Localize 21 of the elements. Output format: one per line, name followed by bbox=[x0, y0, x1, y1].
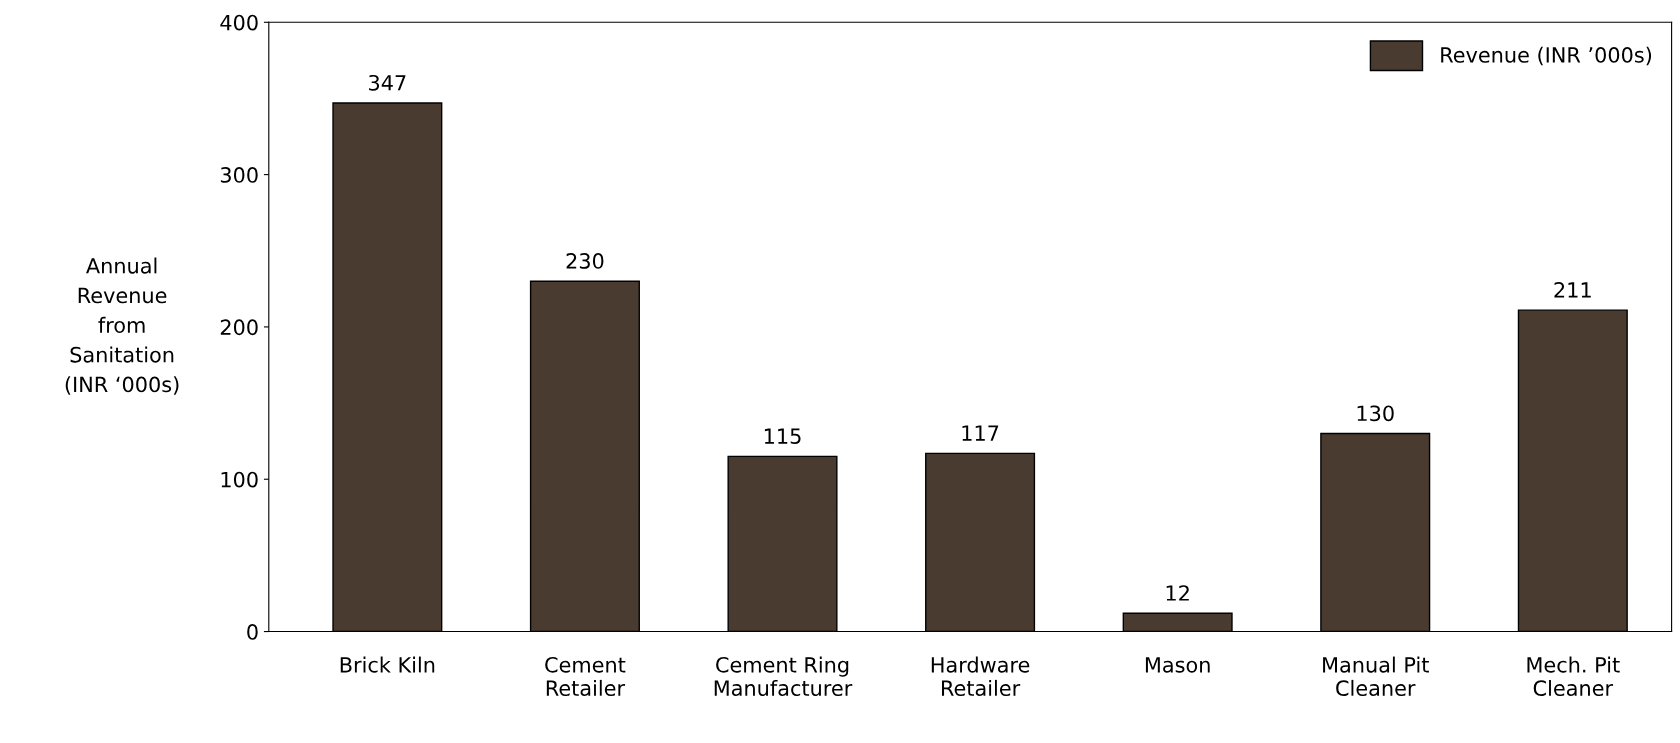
x-tick-label: Cement Retailer bbox=[545, 656, 626, 697]
x-tick-label: Mech. Pit Cleaner bbox=[1527, 656, 1620, 697]
data-label: 117 bbox=[962, 425, 999, 441]
data-label: 12 bbox=[1166, 585, 1189, 601]
y-axis-title: Annual Revenue from Sanitation (INR ‘000s) bbox=[65, 257, 179, 395]
x-tick-label: Cement Ring Manufacturer bbox=[714, 656, 853, 697]
data-label: 347 bbox=[369, 74, 406, 91]
data-label: 130 bbox=[1357, 405, 1394, 422]
x-tick-label: Brick Kiln bbox=[340, 656, 435, 673]
y-tick-label: 200 bbox=[220, 319, 258, 336]
data-label: 230 bbox=[566, 253, 604, 269]
x-tick-label: Manual Pit Cleaner bbox=[1323, 656, 1429, 697]
y-tick-label: 300 bbox=[220, 167, 258, 183]
data-label: 115 bbox=[764, 428, 801, 445]
y-tick-label: 400 bbox=[220, 14, 258, 31]
x-tick-label: Hardware Retailer bbox=[931, 656, 1030, 697]
data-label: 211 bbox=[1554, 282, 1591, 298]
legend-label: Revenue (INR ’000s) bbox=[1441, 46, 1652, 66]
y-tick-label: 0 bbox=[247, 624, 258, 640]
y-tick-label: 100 bbox=[221, 471, 258, 488]
x-tick-label: Mason bbox=[1145, 657, 1210, 673]
